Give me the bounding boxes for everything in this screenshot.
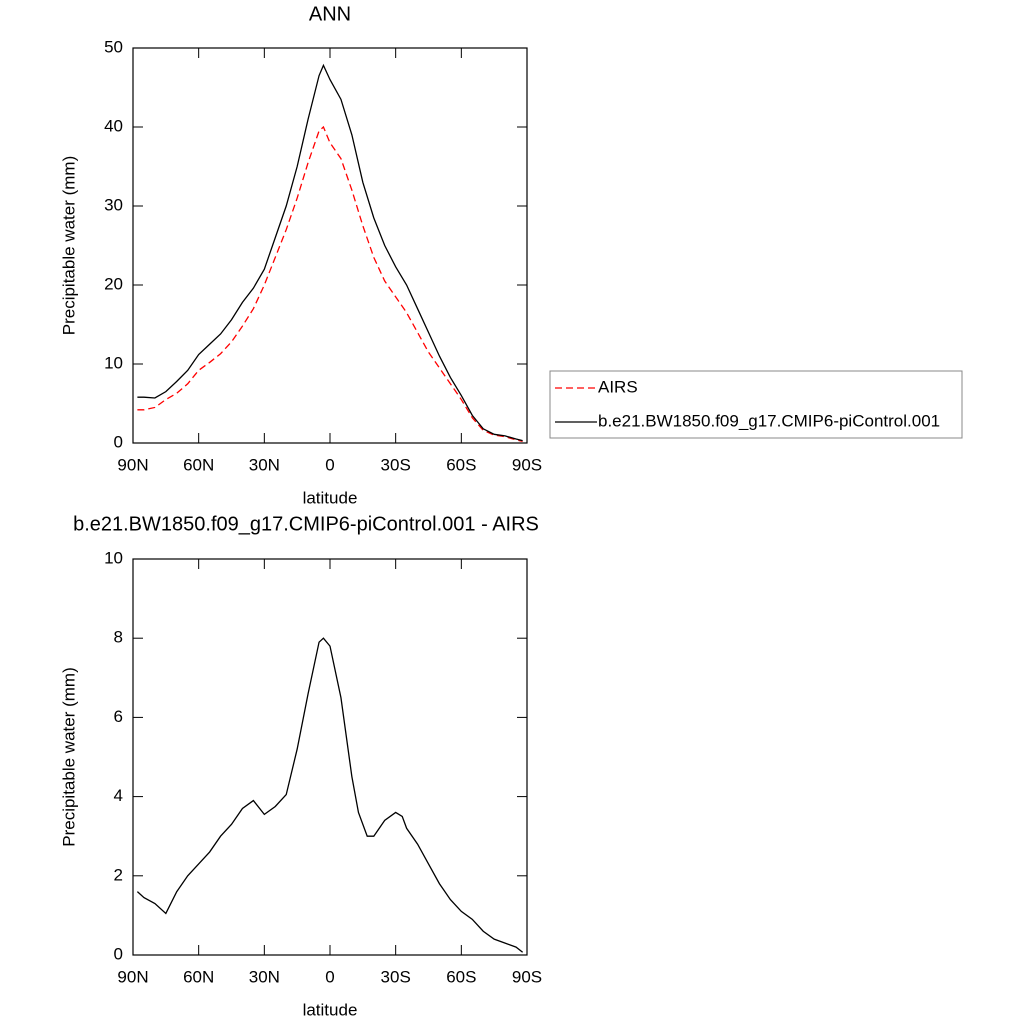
x-tick-label: 60S [446, 967, 476, 986]
y-axis-label: Precipitable water (mm) [59, 156, 78, 336]
x-tick-label: 90S [512, 455, 542, 474]
y-tick-label: 10 [104, 353, 123, 372]
y-tick-label: 10 [104, 548, 123, 567]
y-axis-label: Precipitable water (mm) [59, 667, 78, 847]
x-tick-label: 30S [381, 455, 411, 474]
legend-label: b.e21.BW1850.f09_g17.CMIP6-piControl.001 [598, 411, 940, 430]
y-tick-label: 0 [114, 432, 123, 451]
x-tick-label: 60N [183, 967, 214, 986]
y-tick-label: 20 [104, 274, 123, 293]
chart-title: ANN [309, 3, 351, 25]
y-tick-label: 30 [104, 195, 123, 214]
x-axis-label: latitude [303, 1000, 358, 1019]
x-tick-label: 60N [183, 455, 214, 474]
legend-label: AIRS [598, 377, 638, 396]
x-tick-label: 60S [446, 455, 476, 474]
y-tick-label: 8 [114, 628, 123, 647]
y-tick-label: 2 [114, 865, 123, 884]
x-tick-label: 90S [512, 967, 542, 986]
y-tick-label: 4 [114, 786, 123, 805]
x-tick-label: 30N [249, 967, 280, 986]
x-tick-label: 30N [249, 455, 280, 474]
y-tick-label: 6 [114, 707, 123, 726]
x-tick-label: 0 [325, 455, 334, 474]
y-tick-label: 50 [104, 37, 123, 56]
x-tick-label: 30S [381, 967, 411, 986]
data-line [136, 637, 524, 953]
x-tick-label: 90N [117, 967, 148, 986]
data-line [137, 125, 523, 443]
chart-title: b.e21.BW1850.f09_g17.CMIP6-piControl.001… [73, 513, 539, 535]
x-tick-label: 0 [325, 967, 334, 986]
plot-frame [132, 558, 528, 956]
legend-box [549, 370, 963, 439]
y-tick-label: 40 [104, 116, 123, 135]
x-axis-label: latitude [303, 488, 358, 507]
plot-frame [132, 47, 528, 444]
y-tick-label: 0 [114, 944, 123, 963]
data-line [137, 63, 523, 442]
x-tick-label: 90N [117, 455, 148, 474]
